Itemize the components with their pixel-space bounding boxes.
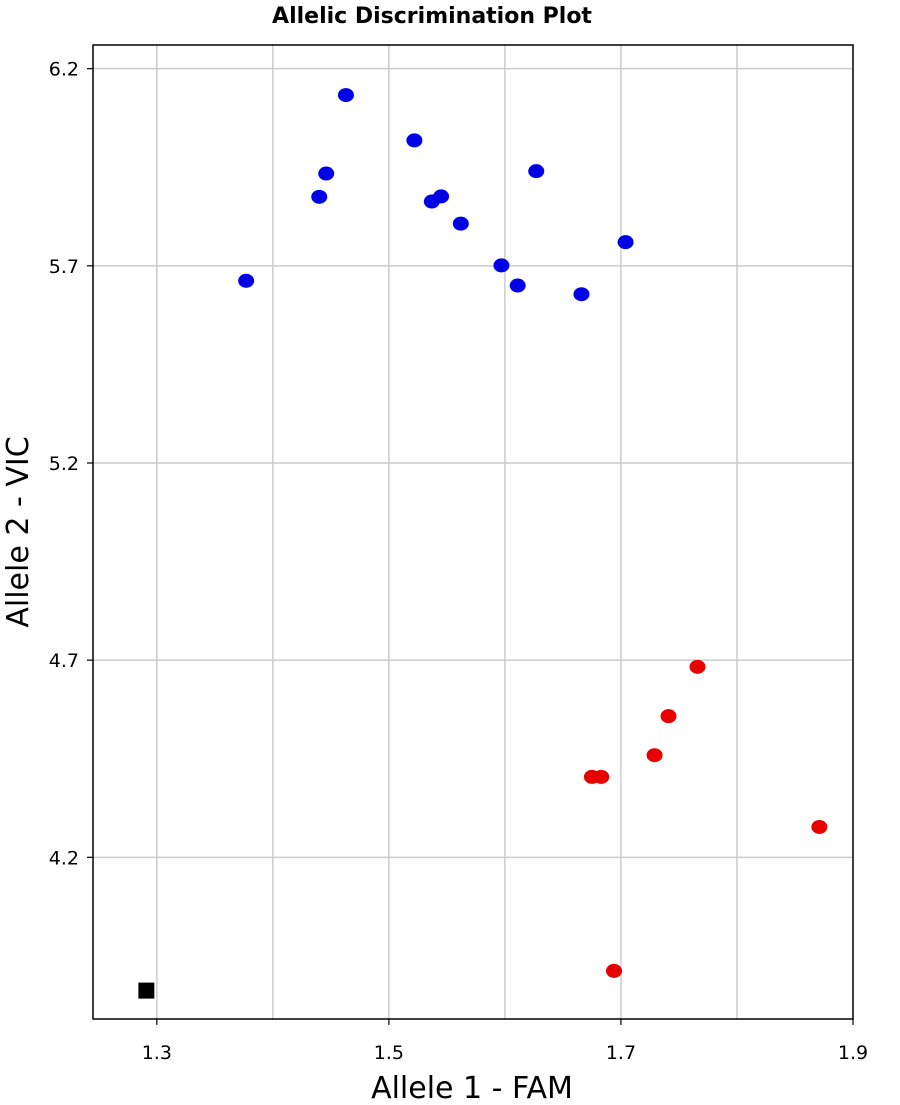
x-tick-label-2: 1.7 [606,1042,636,1064]
data-point-s0-10 [528,164,545,179]
data-point-s0-0 [238,273,255,288]
data-point-s0-6 [433,189,450,204]
y-tick-label-3: 5.7 [49,256,79,278]
y-tick-label-4: 6.2 [49,59,79,81]
x-tick-label-0: 1.3 [142,1042,172,1064]
grid-lines [93,45,853,1019]
data-point-s0-4 [406,133,423,148]
data-point-s1-6 [605,963,622,978]
chart-title: Allelic Discrimination Plot [272,4,592,29]
y-tick-label-0: 4.2 [49,847,79,869]
x-axis-label: Allele 1 - FAM [371,1071,573,1105]
plot-area-frame [92,44,854,1020]
data-point-s0-11 [573,287,590,302]
data-point-s0-12 [617,235,634,250]
data-point-s1-4 [689,659,706,674]
y-tick-label-2: 5.2 [49,453,79,475]
data-point-s1-3 [660,709,677,724]
data-point-s0-7 [452,216,469,231]
x-tick-label-3: 1.9 [838,1042,868,1064]
x-tick-label-1: 1.5 [374,1042,404,1064]
data-point-s2-0 [138,982,155,999]
data-point-s0-2 [318,166,335,181]
data-point-s0-1 [311,189,328,204]
y-axis-label: Allele 2 - VIC [1,436,36,627]
data-point-s0-3 [337,88,354,103]
data-points [138,88,828,999]
data-point-s1-5 [811,819,828,834]
axis-ticks: 1.3 1.5 1.7 1.9 4.2 4.7 5.2 5.7 6.2 [49,59,868,1064]
data-point-s0-8 [493,258,510,273]
data-point-s1-2 [646,748,663,763]
data-point-s1-1 [593,769,610,784]
data-point-s0-9 [509,278,526,293]
y-tick-label-1: 4.7 [49,650,79,672]
